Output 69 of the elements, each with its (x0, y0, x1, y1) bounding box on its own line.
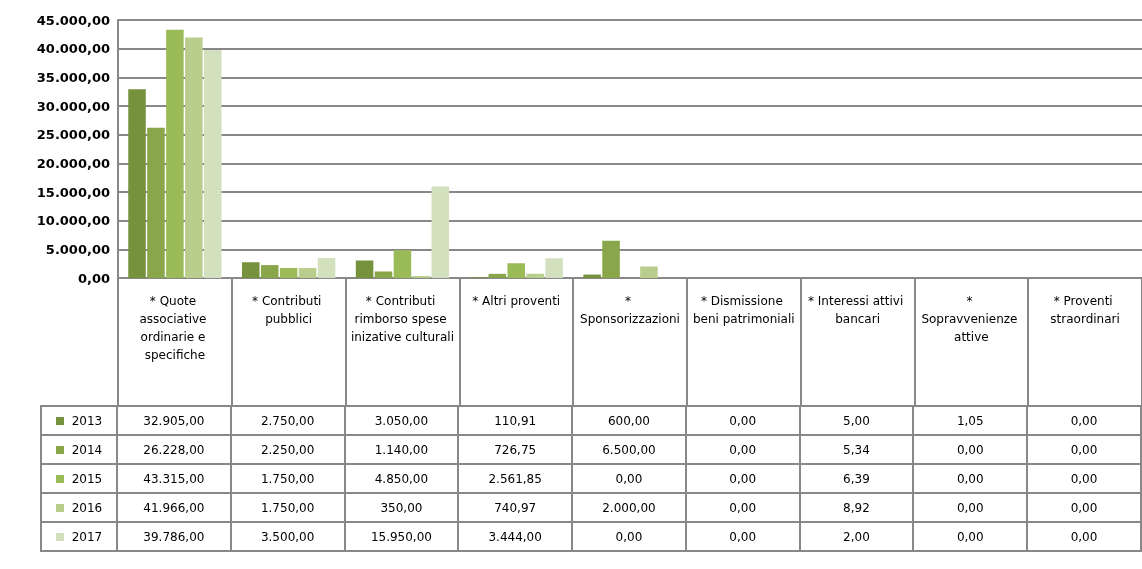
data-label: 0,00 (685, 464, 800, 493)
data-label: 15.950,00 (344, 522, 459, 551)
data-label: 110,91 (458, 406, 573, 435)
data-label: 0,00 (685, 522, 800, 551)
data-label: 2.250,00 (230, 435, 345, 464)
data-label: 0,00 (685, 493, 800, 522)
data-label: 0,00 (572, 522, 686, 551)
data-label: 0,00 (685, 406, 800, 435)
y-tick-label: 40.000,00 (36, 41, 110, 57)
y-tick-label: 35.000,00 (36, 69, 110, 85)
data-label: 600,00 (572, 406, 686, 435)
data-label: 0,00 (913, 435, 1028, 464)
data-label: 8,92 (799, 493, 914, 522)
data-label: 5,00 (799, 406, 914, 435)
y-tick-label: 5.000,00 (45, 241, 110, 257)
data-label: 43.315,00 (117, 464, 231, 493)
data-label: 41.966,00 (117, 493, 231, 522)
data-label: 2.750,00 (230, 406, 345, 435)
data-label: 3.444,00 (458, 522, 573, 551)
data-label: 0,00 (913, 464, 1028, 493)
data-label: 740,97 (458, 493, 573, 522)
data-label: 6.500,00 (572, 435, 686, 464)
data-label: 0,00 (1027, 406, 1141, 435)
y-tick-label: 20.000,00 (36, 155, 110, 171)
data-label: 0,00 (1027, 464, 1141, 493)
x-tick-label: * Dismissione beni patrimoniali (692, 294, 795, 326)
x-tick-label: * Quote associative ordinarie e specifiche (139, 294, 211, 362)
data-label: 726,75 (458, 435, 573, 464)
y-tick-label: 15.000,00 (36, 184, 110, 200)
data-label: 1.750,00 (230, 464, 345, 493)
y-tick-label: 10.000,00 (36, 213, 110, 229)
legend-label: 2015 (41, 464, 117, 493)
data-label: 0,00 (1027, 493, 1141, 522)
legend-label: 2017 (41, 522, 117, 551)
data-label: 0,00 (1027, 435, 1141, 464)
data-label: 0,00 (913, 493, 1028, 522)
data-label: 6,39 (799, 464, 914, 493)
data-label: 2.000,00 (572, 493, 686, 522)
data-label: 0,00 (913, 522, 1028, 551)
data-label: 5,34 (799, 435, 914, 464)
data-label: 4.850,00 (344, 464, 459, 493)
legend-label: 2013 (41, 406, 117, 435)
y-tick-label: 0,00 (77, 270, 110, 286)
data-label: 39.786,00 (117, 522, 231, 551)
x-tick-label: * Contributi pubblici (252, 294, 326, 326)
x-tick-label: * Contributi rimborso spese inizative culturali (350, 294, 454, 344)
data-label: 1.750,00 (230, 493, 345, 522)
x-tick-label: * Proventi straordinari (1050, 294, 1120, 326)
y-tick-label: 45.000,00 (36, 12, 110, 28)
data-label: 0,00 (685, 435, 800, 464)
data-label: 3.050,00 (344, 406, 459, 435)
legend-label: 2016 (41, 493, 117, 522)
data-label: 1,05 (913, 406, 1028, 435)
data-label: 3.500,00 (230, 522, 345, 551)
x-tick-label: * Sponsorizzazioni (580, 294, 680, 326)
data-label: 2,00 (799, 522, 914, 551)
y-tick-label: 25.000,00 (36, 127, 110, 143)
data-label: 350,00 (344, 493, 459, 522)
data-label: 32.905,00 (117, 406, 231, 435)
data-label: 2.561,85 (458, 464, 573, 493)
data-label: 1.140,00 (344, 435, 459, 464)
x-tick-label: * Sopravvenienze attive (921, 294, 1022, 344)
y-tick-label: 30.000,00 (36, 98, 110, 114)
x-tick-label: * Altri proventi (472, 294, 561, 308)
legend-label: 2014 (41, 435, 117, 464)
data-label: 0,00 (1027, 522, 1141, 551)
x-tick-label: * Interessi attivi bancari (808, 294, 908, 326)
data-label: 0,00 (572, 464, 686, 493)
data-label: 26.228,00 (117, 435, 231, 464)
